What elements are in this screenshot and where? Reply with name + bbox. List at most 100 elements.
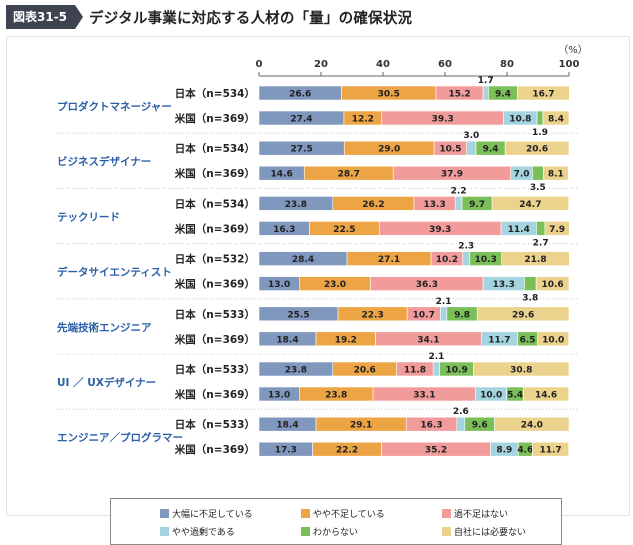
row-label: 米国（n=369） — [174, 333, 255, 346]
bar-segment — [494, 416, 570, 432]
legend-label: 過不足はない — [454, 510, 509, 520]
data-label: 25.5 — [287, 310, 309, 320]
data-label: 1.9 — [532, 128, 548, 138]
data-label: 7.9 — [549, 225, 565, 235]
legend-label: 自社には必要ない — [454, 528, 527, 538]
data-label: 39.3 — [429, 225, 451, 235]
legend-item: やや不足している — [301, 507, 385, 520]
data-label: 34.1 — [417, 335, 439, 345]
data-label: 21.8 — [524, 255, 546, 265]
data-label: 23.8 — [285, 200, 307, 210]
row-label: 日本（n=533） — [175, 418, 255, 431]
data-label: 2.2 — [451, 186, 467, 196]
data-label: 8.1 — [548, 170, 564, 180]
bar-segment — [466, 140, 477, 156]
data-label: 18.4 — [276, 421, 298, 431]
data-label: 11.4 — [508, 225, 530, 235]
data-label: 13.3 — [424, 200, 446, 210]
data-label: 9.6 — [472, 421, 488, 431]
data-label: 30.8 — [510, 366, 532, 376]
data-label: 19.2 — [335, 335, 357, 345]
data-label: 10.6 — [541, 280, 563, 290]
category-label: 先端技術エンジニア — [57, 321, 152, 334]
data-label: 22.2 — [336, 446, 358, 456]
data-label: 27.1 — [378, 255, 400, 265]
data-label: 10.0 — [480, 391, 502, 401]
x-tick-label: 100 — [559, 59, 580, 70]
data-label: 3.0 — [463, 131, 479, 141]
chart-title: デジタル事業に対応する人材の「量」の確保状況 — [89, 10, 413, 27]
category-label: プロダクトマネージャー — [57, 100, 172, 113]
data-label: 8.9 — [496, 446, 512, 456]
data-label: 26.2 — [362, 200, 384, 210]
bar-segment — [532, 165, 544, 181]
bar-segment — [504, 140, 570, 156]
data-label: 3.8 — [522, 294, 538, 304]
bar-segment — [454, 196, 463, 211]
bar-segment — [544, 221, 570, 236]
data-label: 22.5 — [333, 225, 355, 235]
bar-segment — [524, 276, 537, 291]
legend-label: 大幅に不足している — [172, 510, 253, 520]
data-label: 16.7 — [532, 90, 554, 100]
data-label: 2.1 — [436, 297, 452, 307]
data-label: 15.2 — [448, 90, 470, 100]
bar-segment — [537, 331, 569, 347]
data-label: 10.5 — [439, 145, 461, 155]
data-label: 4.6 — [517, 446, 533, 456]
page: 図表31-5 デジタル事業に対応する人材の「量」の確保状況 （%） 0 20 40 60… — [6, 0, 630, 545]
data-label: 12.2 — [352, 115, 374, 125]
data-label: 23.8 — [325, 391, 347, 401]
figure-header: 図表31-5 デジタル事業に対応する人材の「量」の確保状況 — [6, 5, 412, 29]
chart-legend: 大幅に不足している やや不足している 過不足はないやや過剰である わからない 自社には必… — [110, 498, 562, 545]
data-label: 10.2 — [436, 255, 458, 265]
data-label: 9.8 — [454, 310, 470, 320]
data-label: 27.5 — [291, 145, 313, 155]
data-label: 23.8 — [285, 366, 307, 376]
row-label: 米国（n=369） — [174, 167, 255, 180]
chart-panel: （%） 0 20 40 60 80 100 プロダクトマネージャー 日本（n=534） 26.6 3… — [6, 36, 630, 545]
row-label: 日本（n=533） — [175, 308, 255, 321]
category-label: データサイエンティスト — [57, 266, 172, 279]
category-label: ビジネスデザイナー — [57, 155, 151, 168]
row-label: 日本（n=533） — [175, 363, 255, 376]
unit-label: （%） — [558, 44, 588, 56]
data-label: 18.4 — [276, 335, 298, 345]
bar-segment — [523, 386, 569, 402]
x-tick-label: 60 — [438, 59, 452, 70]
legend-swatch — [301, 527, 310, 536]
legend-swatch — [160, 527, 169, 536]
legend-label: やや過剰である — [172, 528, 235, 538]
bar-segment — [542, 110, 570, 126]
data-label: 22.3 — [362, 310, 384, 320]
data-label: 29.1 — [350, 421, 372, 431]
data-label: 24.7 — [519, 200, 541, 210]
bar-segment — [482, 85, 489, 101]
legend-swatch — [160, 509, 169, 518]
data-label: 11.7 — [488, 335, 510, 345]
data-label: 26.6 — [289, 90, 311, 100]
data-label: 13.3 — [493, 280, 515, 290]
data-label: 36.3 — [416, 280, 438, 290]
data-label: 14.6 — [535, 391, 557, 401]
data-label: 1.7 — [478, 76, 494, 86]
bar-segment — [432, 361, 441, 377]
data-label: 23.0 — [324, 280, 346, 290]
bar-segment — [501, 251, 570, 266]
data-label: 10.3 — [475, 255, 497, 265]
data-label: 33.1 — [413, 391, 435, 401]
data-label: 9.4 — [483, 145, 499, 155]
legend-label: わからない — [313, 528, 359, 538]
data-label: 35.2 — [425, 446, 447, 456]
legend-swatch — [442, 527, 451, 536]
data-label: 7.0 — [514, 170, 530, 180]
data-label: 28.4 — [292, 255, 314, 265]
bar-segment — [517, 85, 570, 101]
data-label: 10.8 — [509, 115, 531, 125]
bar-segment — [456, 416, 466, 432]
bar-segment — [491, 196, 569, 211]
data-label: 14.6 — [271, 170, 293, 180]
legend-swatch — [442, 509, 451, 518]
data-label: 2.7 — [533, 238, 549, 248]
